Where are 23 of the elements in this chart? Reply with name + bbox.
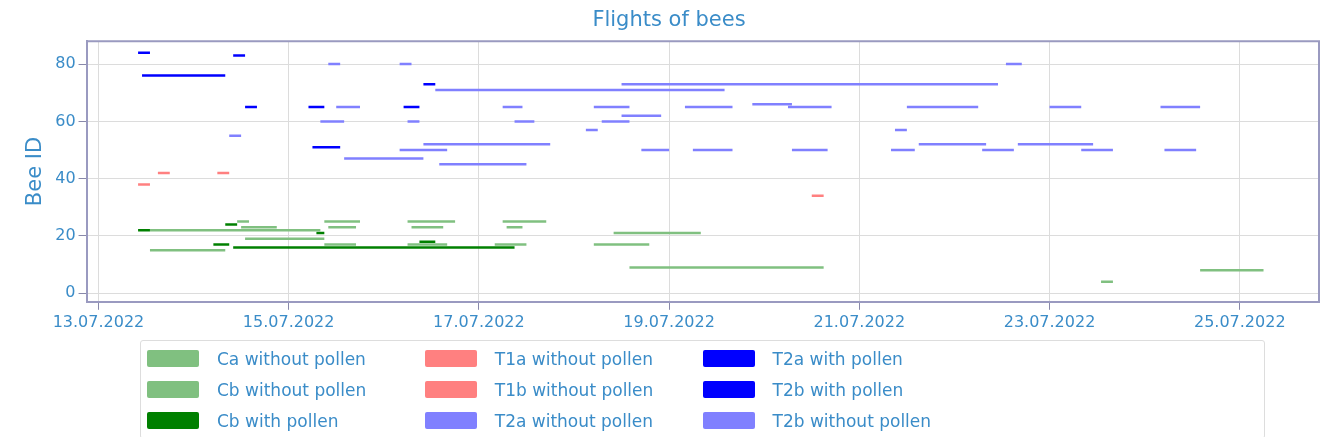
legend-label: Cb without pollen [217,379,367,400]
y-axis-title: Bee ID [22,136,47,207]
legend-label: T1a without pollen [494,348,653,369]
y-tick-label: 40 [55,167,76,187]
x-tick-label: 21.07.2022 [813,311,906,331]
chart-title: Flights of bees [592,7,746,32]
x-tick-label: 15.07.2022 [242,311,335,331]
legend-label: Ca without pollen [217,348,366,369]
y-tick-label: 0 [65,282,76,302]
x-tick-label: 19.07.2022 [623,311,715,331]
legend-label: T2a with pollen [772,348,903,369]
legend-label: T2b without pollen [772,410,932,431]
legend-label: T2b with pollen [772,379,904,400]
y-tick-label: 20 [55,225,76,245]
x-tick-label: 13.07.2022 [52,311,145,331]
x-tick-label: 17.07.2022 [433,311,525,331]
x-tick-label: 23.07.2022 [1003,311,1096,331]
legend-label: Cb with pollen [217,410,339,431]
legend-label: T1b without pollen [494,379,654,400]
y-tick-label: 60 [55,110,76,130]
y-tick-label: 80 [55,53,76,73]
x-tick-label: 25.07.2022 [1193,311,1286,331]
legend-label: T2a without pollen [494,410,653,431]
